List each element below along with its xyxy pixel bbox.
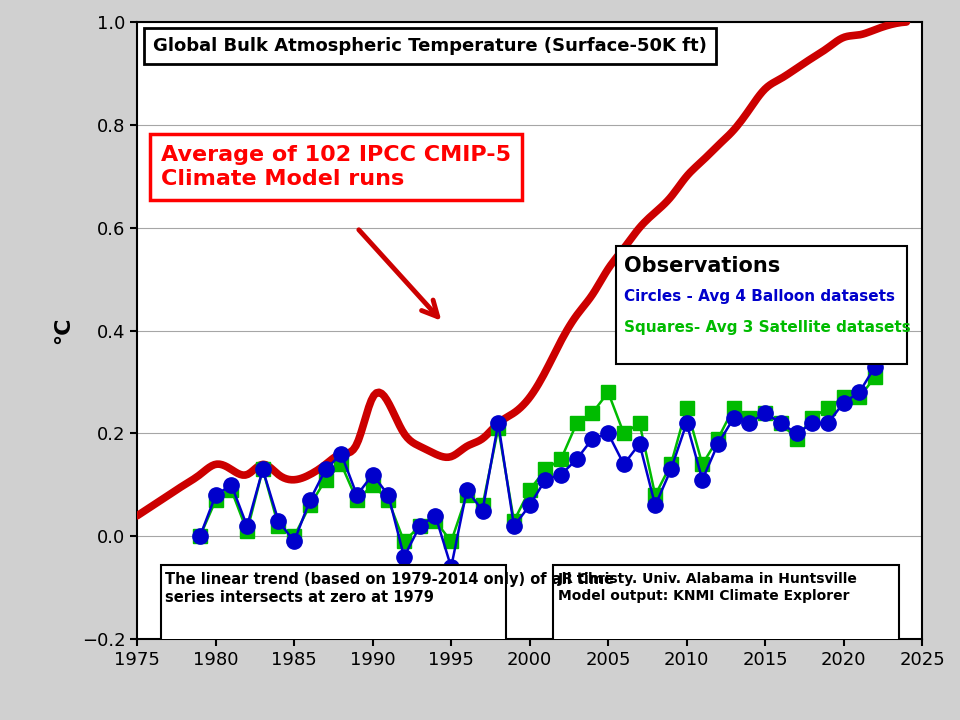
- Text: Circles - Avg 4 Balloon datasets: Circles - Avg 4 Balloon datasets: [624, 289, 895, 305]
- Text: JR Christy. Univ. Alabama in Huntsville
Model output: KNMI Climate Explorer: JR Christy. Univ. Alabama in Huntsville …: [558, 572, 858, 603]
- Text: Squares- Avg 3 Satellite datasets: Squares- Avg 3 Satellite datasets: [624, 320, 911, 336]
- Y-axis label: °C: °C: [54, 317, 73, 344]
- Text: Observations: Observations: [624, 256, 780, 276]
- FancyBboxPatch shape: [160, 564, 506, 642]
- FancyBboxPatch shape: [553, 564, 899, 642]
- Text: Average of 102 IPCC CMIP-5
Climate Model runs: Average of 102 IPCC CMIP-5 Climate Model…: [160, 145, 511, 189]
- Text: Global Bulk Atmospheric Temperature (Surface-50K ft): Global Bulk Atmospheric Temperature (Sur…: [153, 37, 707, 55]
- Text: The linear trend (based on 1979-2014 only) of all time
series intersects at zero: The linear trend (based on 1979-2014 onl…: [165, 572, 614, 605]
- FancyBboxPatch shape: [615, 246, 906, 364]
